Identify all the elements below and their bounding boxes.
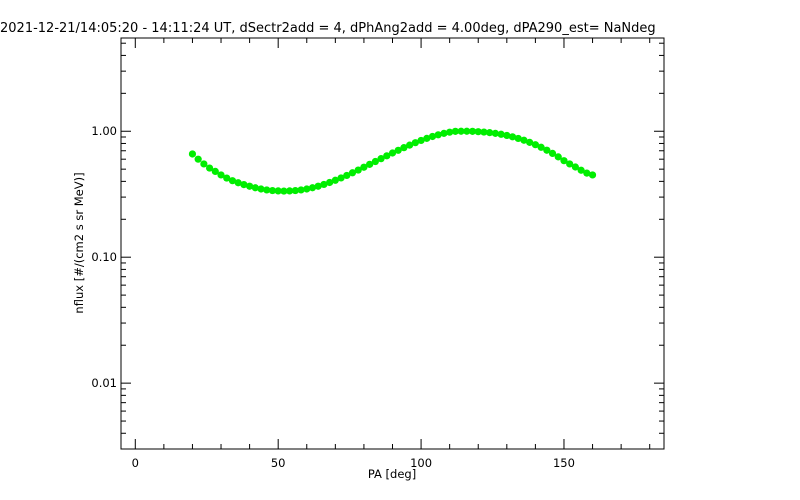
data-point bbox=[268, 186, 277, 195]
data-point bbox=[451, 127, 459, 135]
data-point bbox=[440, 129, 448, 137]
data-point bbox=[366, 160, 374, 168]
data-point bbox=[566, 160, 574, 168]
data-point bbox=[417, 136, 425, 145]
data-points bbox=[188, 127, 597, 195]
data-point bbox=[457, 127, 465, 135]
x-axis-label: PA [deg] bbox=[368, 467, 416, 481]
data-point bbox=[246, 182, 254, 190]
data-point bbox=[223, 174, 231, 182]
data-point bbox=[428, 132, 437, 141]
data-point bbox=[228, 177, 237, 185]
data-point bbox=[200, 160, 208, 168]
data-point bbox=[194, 155, 202, 163]
data-point bbox=[377, 155, 385, 163]
data-point bbox=[583, 169, 591, 177]
data-point bbox=[394, 146, 402, 154]
data-point bbox=[480, 128, 488, 136]
data-point bbox=[354, 166, 362, 174]
data-point bbox=[531, 141, 539, 149]
x-tick-label: 100 bbox=[410, 456, 432, 470]
data-point bbox=[486, 129, 494, 137]
data-point bbox=[257, 185, 265, 193]
data-point bbox=[343, 171, 351, 180]
data-point bbox=[388, 149, 397, 157]
y-tick-label: 0.10 bbox=[91, 250, 117, 264]
data-point bbox=[543, 146, 551, 154]
x-tick-label: 150 bbox=[553, 456, 575, 470]
data-point bbox=[240, 181, 248, 189]
data-point bbox=[497, 130, 505, 138]
data-point bbox=[526, 138, 534, 146]
data-point bbox=[205, 164, 214, 172]
chart-title: 2021-12-21/14:05:20 - 14:11:24 UT, dSect… bbox=[0, 21, 656, 36]
y-tick-label: 1.00 bbox=[91, 124, 117, 138]
data-point bbox=[286, 187, 294, 195]
plot-frame bbox=[120, 37, 665, 450]
data-point bbox=[588, 171, 597, 179]
data-point bbox=[291, 186, 299, 195]
data-point bbox=[314, 182, 322, 190]
data-point bbox=[348, 169, 357, 177]
data-point bbox=[446, 128, 454, 136]
data-point bbox=[331, 176, 339, 184]
data-point bbox=[514, 134, 522, 143]
data-point bbox=[263, 186, 271, 194]
data-point bbox=[571, 163, 580, 171]
data-point bbox=[520, 136, 528, 144]
data-point bbox=[303, 185, 311, 193]
data-point bbox=[371, 157, 379, 166]
data-point bbox=[308, 184, 317, 192]
data-point bbox=[491, 129, 499, 137]
data-point bbox=[251, 184, 259, 192]
data-point bbox=[554, 153, 562, 161]
data-point bbox=[508, 133, 517, 141]
data-point bbox=[337, 174, 345, 182]
data-point bbox=[423, 134, 431, 142]
data-point bbox=[434, 131, 442, 139]
data-point bbox=[537, 143, 545, 151]
data-point bbox=[548, 149, 557, 157]
data-point bbox=[297, 186, 305, 194]
data-point bbox=[360, 163, 368, 171]
y-axis-label: nflux [#/(cm2 s sr MeV)] bbox=[72, 172, 86, 313]
data-point bbox=[188, 150, 197, 158]
data-point bbox=[211, 167, 219, 175]
y-tick-label: 0.01 bbox=[91, 376, 117, 390]
data-point bbox=[463, 127, 471, 135]
data-point bbox=[383, 152, 391, 160]
data-point bbox=[406, 141, 414, 149]
data-point bbox=[234, 179, 242, 187]
x-tick-label: 50 bbox=[271, 456, 286, 470]
data-point bbox=[274, 187, 282, 195]
data-point bbox=[280, 187, 288, 195]
data-point bbox=[320, 180, 328, 189]
data-point bbox=[411, 139, 419, 147]
x-axis: 0 50 100 150 bbox=[132, 38, 651, 470]
x-tick-label: 0 bbox=[132, 456, 139, 470]
data-point bbox=[474, 128, 482, 136]
data-point bbox=[400, 144, 408, 152]
data-point bbox=[217, 171, 225, 179]
data-point bbox=[326, 178, 334, 187]
data-point bbox=[577, 166, 585, 174]
data-point bbox=[468, 127, 477, 135]
data-point bbox=[503, 131, 511, 140]
data-point bbox=[560, 157, 568, 165]
y-axis: 0.01 0.10 1.00 bbox=[91, 42, 664, 450]
